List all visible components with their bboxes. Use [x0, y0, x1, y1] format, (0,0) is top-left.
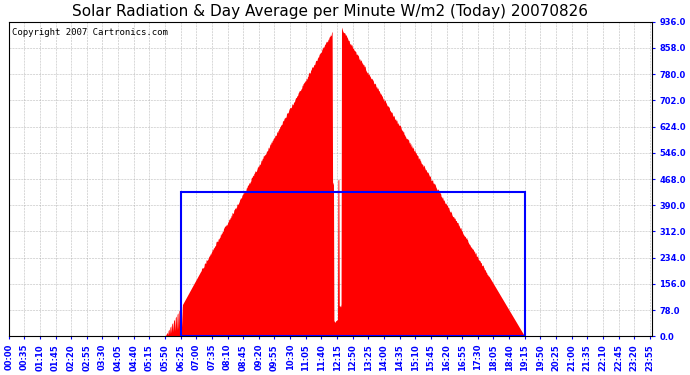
Bar — [181, 192, 524, 336]
Title: Solar Radiation & Day Average per Minute W/m2 (Today) 20070826: Solar Radiation & Day Average per Minute… — [72, 4, 588, 19]
Text: Copyright 2007 Cartronics.com: Copyright 2007 Cartronics.com — [12, 28, 168, 37]
